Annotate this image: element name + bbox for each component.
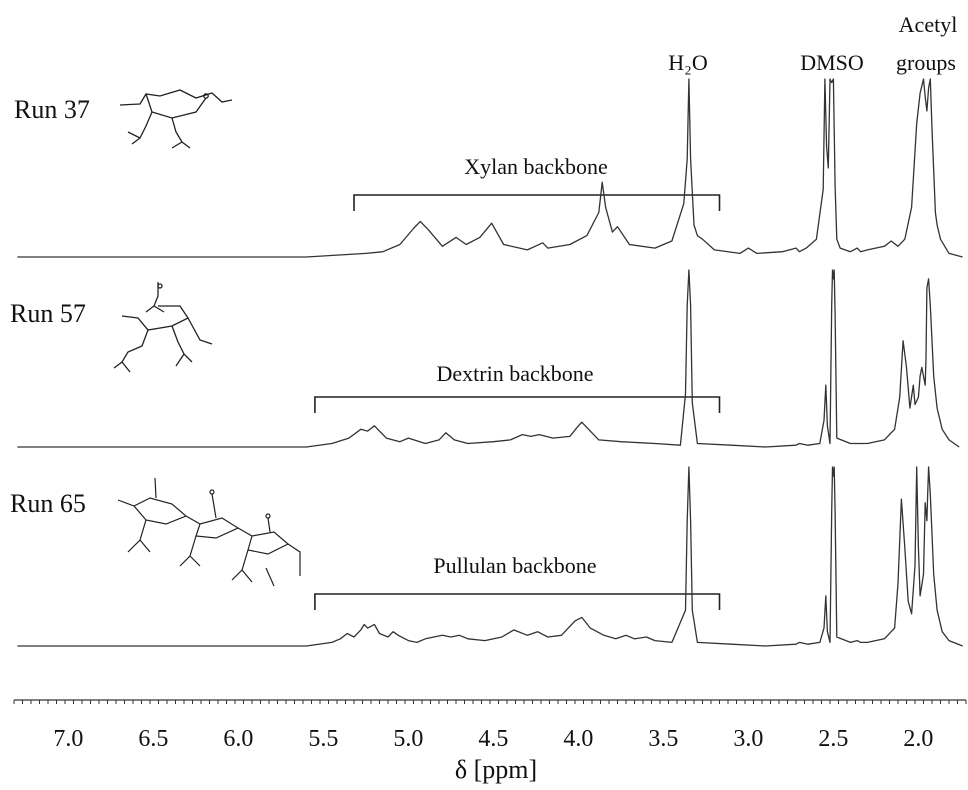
spectra-lines bbox=[17, 78, 963, 647]
backbone-brackets bbox=[314, 194, 721, 610]
backbone-bracket-2 bbox=[314, 396, 721, 413]
x-tick-label: 6.0 bbox=[223, 726, 253, 752]
backbone-label-dextrin: Dextrin backbone bbox=[437, 361, 594, 386]
x-tick-label: 3.0 bbox=[733, 726, 763, 752]
run-label-65: Run 65 bbox=[10, 489, 86, 518]
peak-label-dmso: DMSO bbox=[800, 50, 864, 75]
x-tick-label: 4.5 bbox=[478, 726, 508, 752]
x-tick-label: 6.5 bbox=[138, 726, 168, 752]
dextrin-structure-drawing bbox=[113, 282, 213, 373]
backbone-bracket-3 bbox=[314, 593, 721, 610]
spectrum-line-run-37 bbox=[17, 78, 963, 258]
x-axis-title: δ [ppm] bbox=[455, 755, 537, 784]
peak-label-groups: groups bbox=[896, 50, 956, 75]
x-axis: 7.0 6.5 6.0 5.5 5.0 4.5 4.0 3.5 3.0 2.5 2.0 bbox=[13, 699, 967, 752]
x-tick-label: 7.0 bbox=[53, 726, 83, 752]
peak-label-h2o: H₂O bbox=[668, 50, 707, 75]
run-label-57: Run 57 bbox=[10, 299, 86, 328]
backbone-label-pullulan: Pullulan backbone bbox=[433, 553, 596, 578]
run-label-37: Run 37 bbox=[14, 95, 90, 124]
x-tick-label: 2.5 bbox=[818, 726, 848, 752]
x-tick-label: 5.5 bbox=[308, 726, 338, 752]
backbone-bracket-1 bbox=[353, 194, 721, 211]
x-tick-label: 4.0 bbox=[563, 726, 593, 752]
xylan-structure-drawing bbox=[119, 89, 233, 149]
x-tick-label: 2.0 bbox=[903, 726, 933, 752]
backbone-label-xylan: Xylan backbone bbox=[464, 154, 608, 179]
x-tick-label: 3.5 bbox=[648, 726, 678, 752]
peak-label-acetyl: Acetyl bbox=[899, 12, 958, 37]
spectrum-line-run-57 bbox=[17, 269, 960, 448]
spectrum-line-run-65 bbox=[17, 466, 963, 647]
x-tick-label: 5.0 bbox=[393, 726, 423, 752]
pullulan-structure-drawing bbox=[117, 477, 301, 587]
